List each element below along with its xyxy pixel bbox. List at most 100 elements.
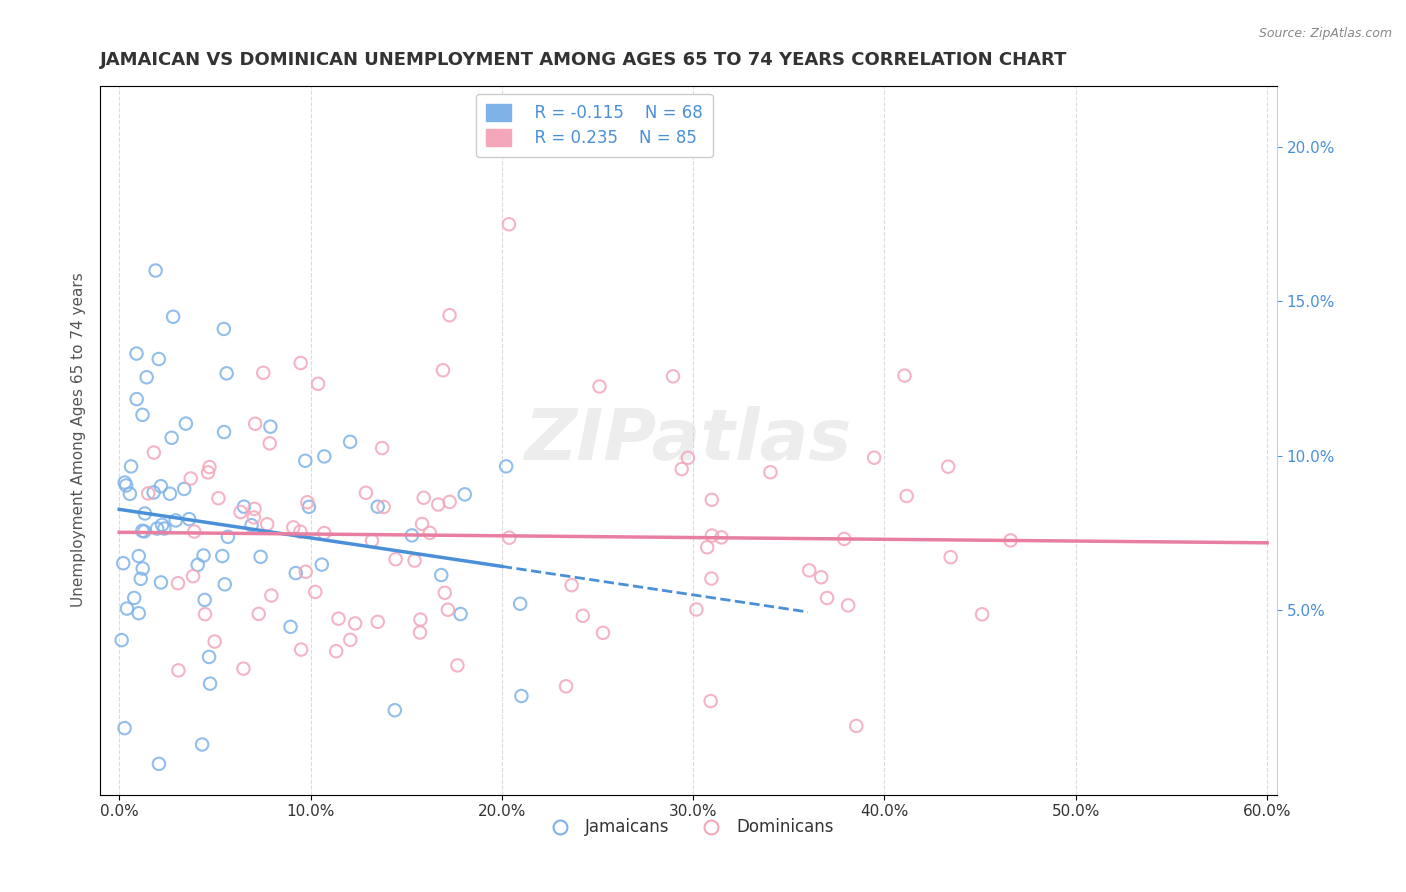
Point xyxy=(509,597,531,611)
Point xyxy=(259,419,281,434)
Point xyxy=(146,522,169,536)
Point xyxy=(498,217,520,231)
Point xyxy=(700,528,723,542)
Point xyxy=(815,591,838,605)
Point xyxy=(699,694,721,708)
Point xyxy=(243,501,266,516)
Point xyxy=(430,568,453,582)
Point xyxy=(409,625,432,640)
Point xyxy=(148,351,170,366)
Point xyxy=(676,450,699,465)
Point xyxy=(194,607,217,622)
Point xyxy=(439,495,461,509)
Point xyxy=(290,642,312,657)
Point xyxy=(232,662,254,676)
Point xyxy=(419,525,441,540)
Point xyxy=(498,531,520,545)
Point xyxy=(174,417,197,431)
Point xyxy=(432,363,454,377)
Point xyxy=(118,487,141,501)
Point xyxy=(132,561,155,575)
Text: JAMAICAN VS DOMINICAN UNEMPLOYMENT AMONG AGES 65 TO 74 YEARS CORRELATION CHART: JAMAICAN VS DOMINICAN UNEMPLOYMENT AMONG… xyxy=(100,51,1067,69)
Point xyxy=(339,632,361,647)
Point xyxy=(373,500,395,514)
Point xyxy=(165,513,187,527)
Point xyxy=(555,679,578,693)
Point xyxy=(685,602,707,616)
Point xyxy=(283,520,305,534)
Point xyxy=(167,576,190,591)
Point xyxy=(325,644,347,658)
Point xyxy=(256,517,278,532)
Point xyxy=(344,616,367,631)
Point xyxy=(214,577,236,591)
Point xyxy=(125,346,148,360)
Point xyxy=(367,615,389,629)
Point xyxy=(260,589,283,603)
Point xyxy=(150,517,173,532)
Point xyxy=(183,524,205,539)
Point xyxy=(384,703,406,717)
Point xyxy=(148,756,170,771)
Point xyxy=(328,612,350,626)
Point xyxy=(145,263,167,277)
Point xyxy=(893,368,915,383)
Point xyxy=(129,572,152,586)
Point xyxy=(240,518,263,533)
Point xyxy=(128,549,150,563)
Point xyxy=(149,479,172,493)
Point xyxy=(194,593,217,607)
Point xyxy=(863,450,886,465)
Point xyxy=(128,606,150,620)
Point xyxy=(384,552,406,566)
Point xyxy=(153,522,176,536)
Point xyxy=(401,528,423,542)
Point xyxy=(120,459,142,474)
Point xyxy=(592,625,614,640)
Point xyxy=(112,556,135,570)
Point xyxy=(832,532,855,546)
Point xyxy=(298,500,321,514)
Point xyxy=(191,738,214,752)
Point xyxy=(136,486,159,500)
Point xyxy=(409,613,432,627)
Text: ZIPatlas: ZIPatlas xyxy=(524,406,852,475)
Point xyxy=(439,308,461,322)
Point xyxy=(197,466,219,480)
Point xyxy=(259,436,281,450)
Point xyxy=(187,558,209,572)
Point xyxy=(1000,533,1022,548)
Point xyxy=(159,487,181,501)
Point xyxy=(361,533,384,548)
Point xyxy=(371,441,394,455)
Point xyxy=(433,586,456,600)
Point xyxy=(243,510,266,524)
Point xyxy=(290,356,312,370)
Point xyxy=(142,445,165,459)
Point xyxy=(810,570,832,584)
Point xyxy=(249,549,271,564)
Point xyxy=(167,664,190,678)
Y-axis label: Unemployment Among Ages 65 to 74 years: Unemployment Among Ages 65 to 74 years xyxy=(72,273,86,607)
Point xyxy=(837,599,859,613)
Text: Source: ZipAtlas.com: Source: ZipAtlas.com xyxy=(1258,27,1392,40)
Point xyxy=(454,487,477,501)
Point xyxy=(294,454,316,468)
Point xyxy=(111,633,134,648)
Point xyxy=(160,431,183,445)
Point xyxy=(115,601,138,615)
Point xyxy=(561,578,583,592)
Point xyxy=(939,550,962,565)
Point xyxy=(799,563,821,577)
Point xyxy=(759,465,782,479)
Point xyxy=(247,607,270,621)
Point xyxy=(162,310,184,324)
Point xyxy=(437,603,460,617)
Point xyxy=(304,585,326,599)
Point xyxy=(193,549,215,563)
Point xyxy=(404,554,426,568)
Point xyxy=(662,369,685,384)
Point xyxy=(845,719,868,733)
Point xyxy=(212,322,235,336)
Point xyxy=(495,459,517,474)
